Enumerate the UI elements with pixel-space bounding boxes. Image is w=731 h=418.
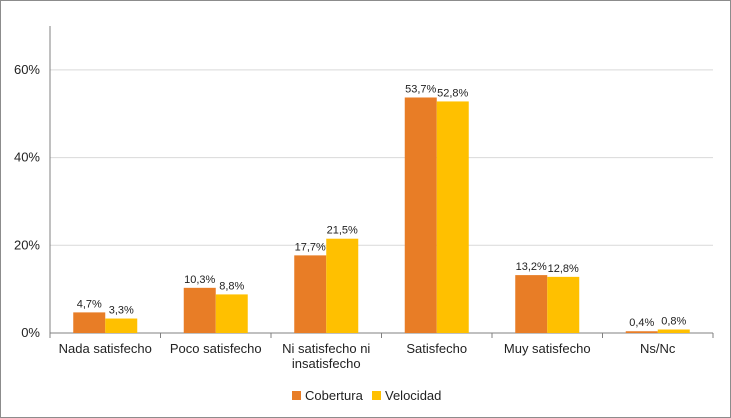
legend-item-cobertura: Cobertura [292,388,363,403]
legend-label-cobertura: Cobertura [305,388,363,403]
data-label: 53,7% [405,83,436,95]
bar-cobertura [515,275,548,333]
y-tick-label: 40% [14,150,40,165]
x-tick-label: Satisfecho [406,341,467,356]
bar-velocidad [436,101,469,333]
bar-velocidad [105,318,138,333]
x-tick-label: Ni satisfecho ni [282,341,370,356]
data-label: 52,8% [437,87,468,99]
legend-swatch-cobertura [292,391,301,400]
y-tick-label: 20% [14,237,40,252]
x-tick-label: Muy satisfecho [504,341,591,356]
bar-cobertura [404,97,437,333]
bar-velocidad [215,294,248,333]
data-label: 12,8% [548,263,579,275]
bar-cobertura [183,287,216,333]
bar-velocidad [657,329,690,333]
data-label: 10,3% [184,274,215,286]
bar-velocidad [326,238,359,333]
bar-cobertura [294,255,327,333]
y-tick-label: 60% [14,62,40,77]
data-label: 13,2% [516,261,547,273]
bar-velocidad [547,276,580,333]
x-tick-label: Poco satisfecho [170,341,262,356]
x-tick-label: insatisfecho [292,356,361,371]
chart-legend: Cobertura Velocidad [0,388,731,408]
data-label: 0,4% [629,317,654,329]
legend-label-velocidad: Velocidad [385,388,442,403]
x-tick-label: Nada satisfecho [59,341,152,356]
x-tick-label: Ns/Nc [640,341,676,356]
bar-cobertura [625,331,658,333]
data-label: 8,8% [219,280,244,292]
data-label: 4,7% [77,298,102,310]
data-label: 3,3% [109,305,134,317]
bar-cobertura [73,312,106,333]
legend-swatch-velocidad [372,391,381,400]
y-tick-label: 0% [21,325,40,340]
data-label: 21,5% [327,225,358,237]
legend-item-velocidad: Velocidad [372,388,441,403]
data-label: 0,8% [661,315,686,327]
data-label: 17,7% [295,241,326,253]
